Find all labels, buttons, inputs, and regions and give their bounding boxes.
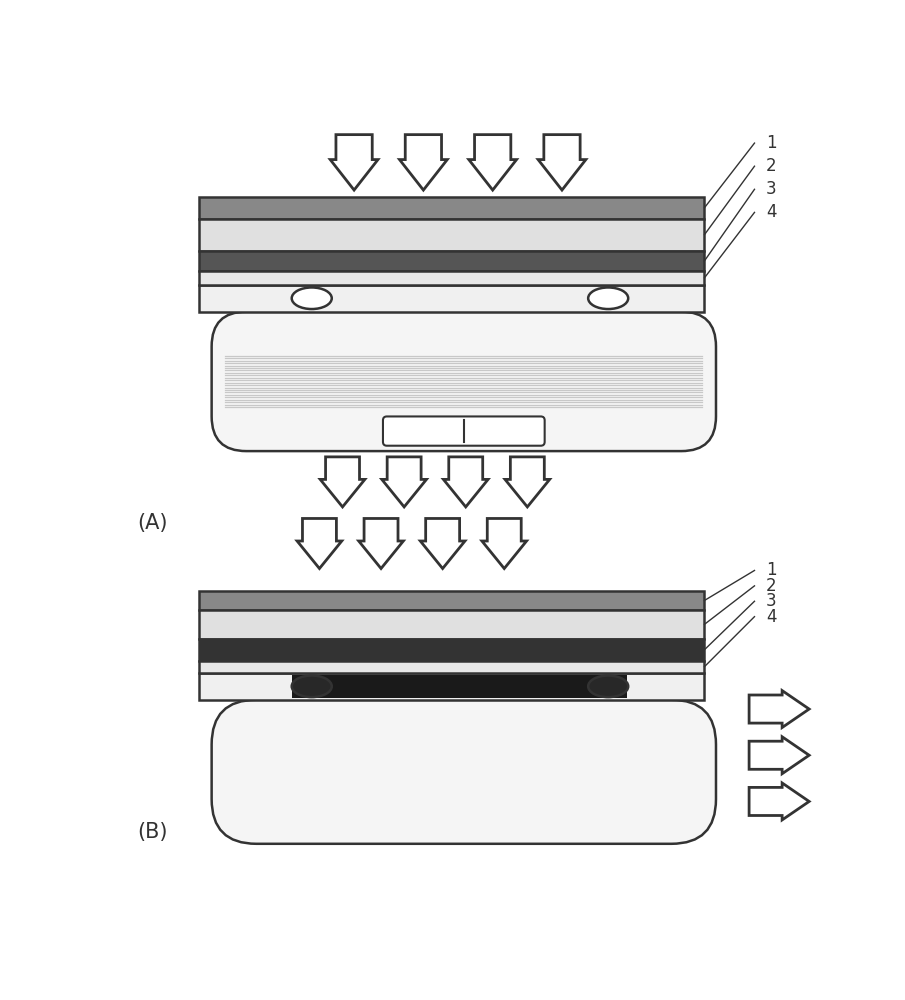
Ellipse shape — [588, 676, 628, 697]
Text: 1: 1 — [766, 134, 776, 152]
Polygon shape — [469, 135, 517, 190]
Bar — [198, 591, 704, 610]
Ellipse shape — [291, 676, 332, 697]
Text: 2: 2 — [766, 157, 776, 175]
Polygon shape — [481, 518, 527, 569]
Bar — [198, 251, 704, 271]
FancyBboxPatch shape — [212, 700, 716, 844]
Ellipse shape — [588, 287, 628, 309]
Bar — [198, 285, 704, 312]
Polygon shape — [749, 691, 809, 728]
Polygon shape — [505, 457, 549, 507]
Text: (A): (A) — [137, 513, 167, 533]
Bar — [198, 197, 704, 219]
Bar — [292, 675, 627, 698]
Text: (B): (B) — [137, 822, 167, 842]
Bar — [198, 271, 704, 285]
Polygon shape — [330, 135, 378, 190]
Polygon shape — [749, 737, 809, 774]
Bar — [198, 661, 704, 673]
Text: 3: 3 — [766, 180, 776, 198]
Polygon shape — [358, 518, 404, 569]
Polygon shape — [399, 135, 447, 190]
FancyBboxPatch shape — [212, 312, 716, 451]
Polygon shape — [443, 457, 488, 507]
Ellipse shape — [291, 287, 332, 309]
Bar — [198, 610, 704, 639]
Text: 1: 1 — [766, 561, 776, 579]
Bar — [198, 639, 704, 661]
Text: 3: 3 — [766, 592, 776, 610]
Text: 4: 4 — [766, 203, 776, 221]
Text: 2: 2 — [766, 577, 776, 595]
FancyBboxPatch shape — [383, 416, 545, 446]
Bar — [198, 673, 704, 700]
Polygon shape — [749, 783, 809, 820]
Polygon shape — [420, 518, 465, 569]
Polygon shape — [382, 457, 426, 507]
Text: 4: 4 — [766, 608, 776, 626]
Bar — [198, 219, 704, 251]
Polygon shape — [538, 135, 586, 190]
Polygon shape — [297, 518, 342, 569]
Polygon shape — [320, 457, 365, 507]
